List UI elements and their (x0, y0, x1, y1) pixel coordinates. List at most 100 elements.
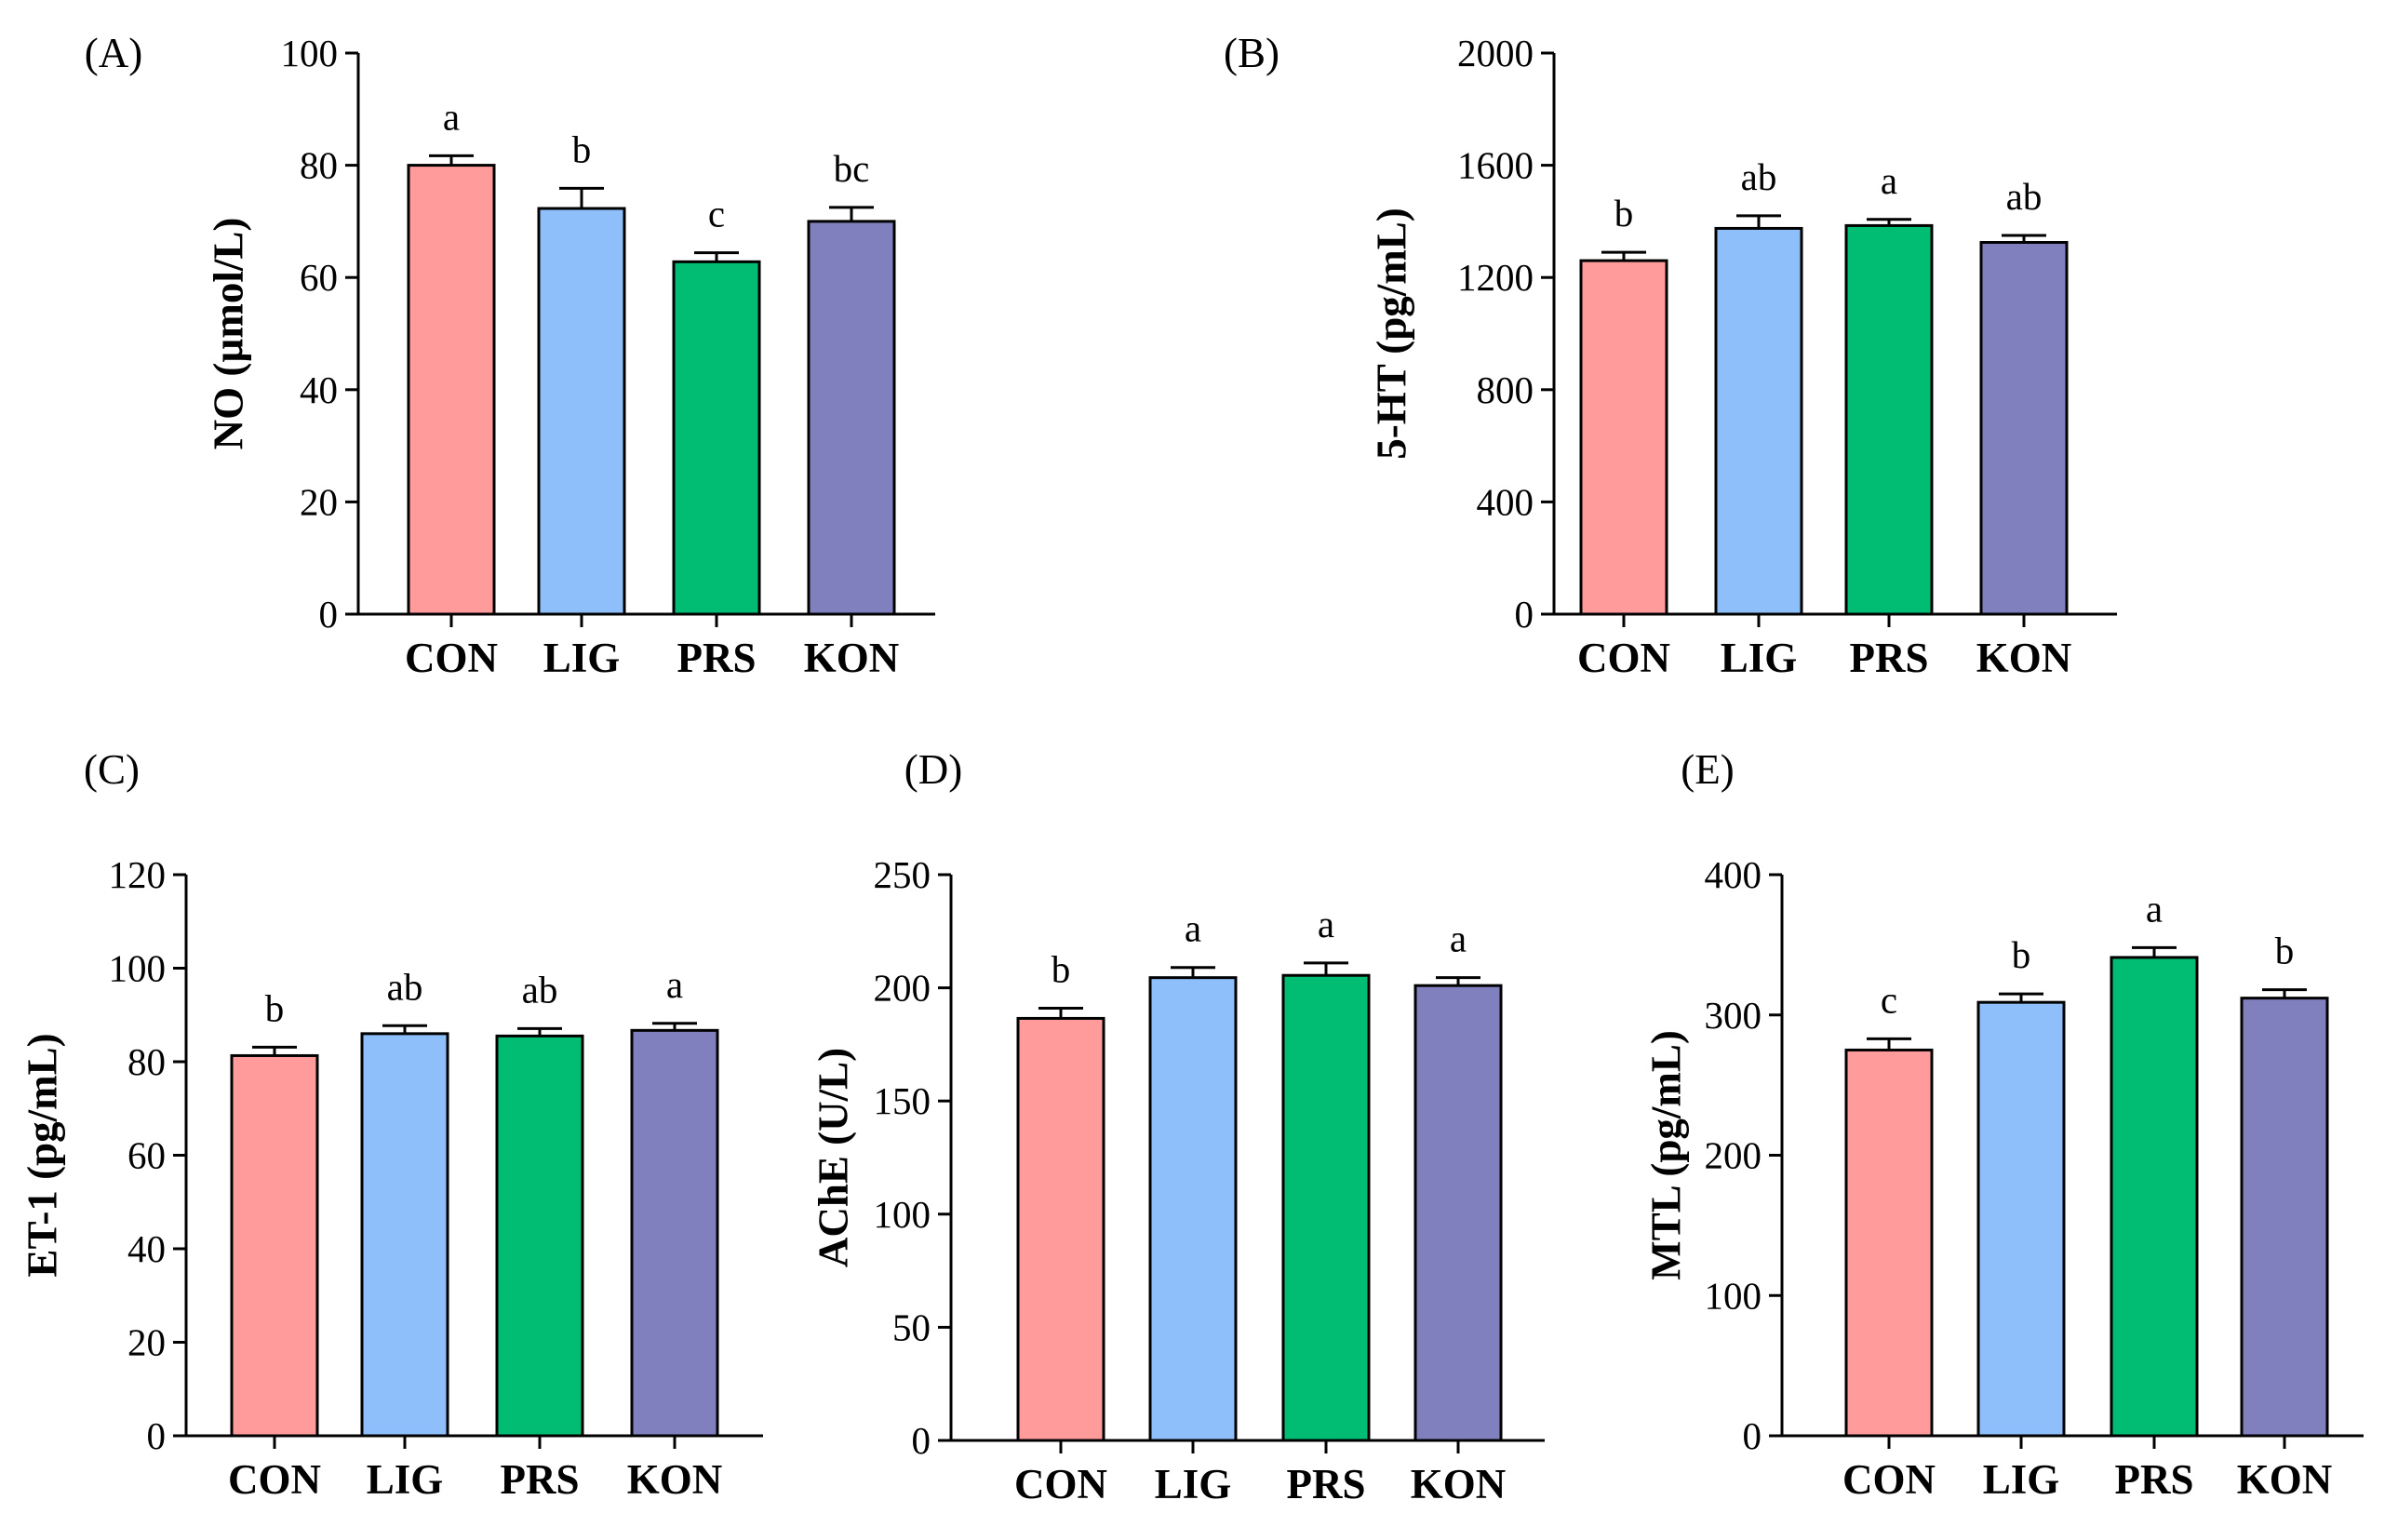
bar-con (1579, 259, 1668, 616)
x-tick-label: CON (1014, 1461, 1107, 1507)
panel-label: (C) (84, 746, 140, 793)
y-tick-label: 800 (1477, 368, 1534, 411)
y-tick-label: 120 (109, 853, 167, 896)
x-tick-label: PRS (1849, 635, 1928, 681)
x-tick-label: PRS (1286, 1461, 1365, 1507)
x-tick-label: CON (1842, 1456, 1936, 1503)
bar-prs (2110, 956, 2199, 1438)
y-tick-label: 1600 (1457, 144, 1534, 187)
significance-label: a (1318, 903, 1334, 945)
bar-lig (1148, 976, 1238, 1442)
bar-lig (1976, 1000, 2066, 1438)
bar-lig (1714, 226, 1803, 616)
y-tick-label: 100 (874, 1193, 931, 1236)
x-tick-label: KON (1976, 635, 2072, 681)
significance-label: a (1185, 907, 1201, 950)
x-tick-label: LIG (1155, 1461, 1232, 1507)
significance-label: b (2012, 933, 2031, 976)
y-tick-label: 50 (892, 1306, 931, 1348)
bar-kon (807, 220, 896, 616)
panel-label: (B) (1224, 30, 1279, 76)
chart-panel-d: (D) 0 50 100 150 200 250 AChE (U/L) CON b LIG a PRS a… (810, 746, 1545, 1507)
y-tick-label: 2000 (1457, 32, 1534, 74)
significance-label: c (708, 193, 725, 235)
significance-label: b (265, 986, 285, 1029)
y-tick-label: 20 (127, 1321, 166, 1364)
x-tick-label: LIG (1983, 1456, 2060, 1503)
panel-label: (A) (85, 30, 142, 76)
significance-label: bc (834, 147, 870, 190)
y-tick-label: 40 (300, 368, 338, 411)
bar-con (407, 164, 496, 616)
y-tick-label: 0 (147, 1414, 167, 1457)
y-tick-label: 100 (109, 947, 167, 990)
y-tick-label: 0 (1515, 593, 1534, 636)
y-tick-label: 300 (1705, 994, 1762, 1037)
y-tick-label: 80 (127, 1040, 166, 1083)
x-tick-label: KON (627, 1456, 723, 1503)
y-tick-label: 100 (1705, 1274, 1762, 1317)
y-tick-label: 0 (319, 593, 339, 636)
bar-kon (1413, 984, 1503, 1442)
y-tick-label: 80 (300, 144, 338, 187)
y-tick-label: 400 (1705, 853, 1762, 896)
significance-label: a (1450, 917, 1467, 960)
bar-con (230, 1053, 319, 1438)
bar-prs (495, 1034, 584, 1438)
bar-kon (630, 1028, 719, 1438)
x-tick-label: KON (2237, 1456, 2333, 1503)
y-tick-label: 200 (1705, 1134, 1762, 1177)
bar-kon (1979, 241, 2069, 616)
chart-panel-a: (A) 0 20 40 60 80 100 NO (µmol/L) CON a LIG b PRS c KO… (85, 30, 935, 681)
panel-label: (D) (904, 746, 962, 793)
y-axis-title: NO (µmol/L) (205, 218, 251, 450)
bar-prs (672, 260, 761, 616)
significance-label: b (1052, 947, 1071, 990)
bar-kon (2240, 997, 2329, 1438)
y-tick-label: 60 (300, 256, 338, 299)
x-tick-label: CON (228, 1456, 321, 1503)
significance-label: a (666, 963, 683, 1006)
x-tick-label: LIG (1721, 635, 1798, 681)
significance-label: a (1881, 159, 1897, 202)
x-tick-label: KON (804, 635, 900, 681)
panel-label: (E) (1681, 746, 1734, 793)
bar-lig (360, 1032, 449, 1438)
y-axis-title: MTL (pg/mL) (1642, 1030, 1689, 1280)
y-tick-label: 0 (1743, 1414, 1762, 1457)
y-tick-label: 150 (874, 1079, 931, 1122)
x-tick-label: PRS (2114, 1456, 2193, 1503)
significance-label: ab (387, 965, 423, 1008)
x-tick-label: PRS (677, 635, 756, 681)
significance-label: ab (2006, 175, 2043, 218)
significance-label: c (1881, 978, 1897, 1021)
chart-panel-b: (B) 0 400 800 1200 1600 2000 5-HT (pg/mL) CON b LI… (1224, 30, 2117, 681)
y-tick-label: 40 (127, 1227, 166, 1270)
bar-con (1016, 1016, 1105, 1442)
y-axis-title: 5-HT (pg/mL) (1368, 208, 1414, 459)
y-axis-title: AChE (U/L) (810, 1048, 856, 1267)
chart-panel-e: (E) 0 100 200 300 400 MTL (pg/mL) CON c LIG b PRS a K… (1642, 746, 2364, 1503)
y-tick-label: 60 (127, 1134, 166, 1177)
x-tick-label: LIG (543, 635, 621, 681)
y-tick-label: 100 (281, 32, 339, 74)
significance-label: ab (1741, 155, 1777, 198)
bar-prs (1281, 973, 1371, 1442)
bar-prs (1844, 223, 1934, 616)
x-tick-label: KON (1411, 1461, 1507, 1507)
significance-label: b (2275, 930, 2295, 972)
x-tick-label: PRS (500, 1456, 579, 1503)
y-axis-title: ET-1 (pg/mL) (19, 1033, 65, 1277)
y-tick-label: 250 (874, 853, 931, 896)
y-tick-label: 400 (1477, 480, 1534, 523)
x-tick-label: CON (405, 635, 498, 681)
y-tick-label: 1200 (1457, 256, 1534, 299)
bar-con (1844, 1048, 1934, 1438)
y-tick-label: 20 (300, 480, 338, 523)
significance-label: b (1614, 192, 1634, 234)
y-tick-label: 0 (912, 1419, 931, 1462)
chart-panel-c: (C) 0 20 40 60 80 100 120 ET-1 (pg/mL) CON b LIG ab P… (19, 746, 763, 1503)
significance-label: ab (522, 968, 558, 1011)
x-tick-label: CON (1577, 635, 1670, 681)
